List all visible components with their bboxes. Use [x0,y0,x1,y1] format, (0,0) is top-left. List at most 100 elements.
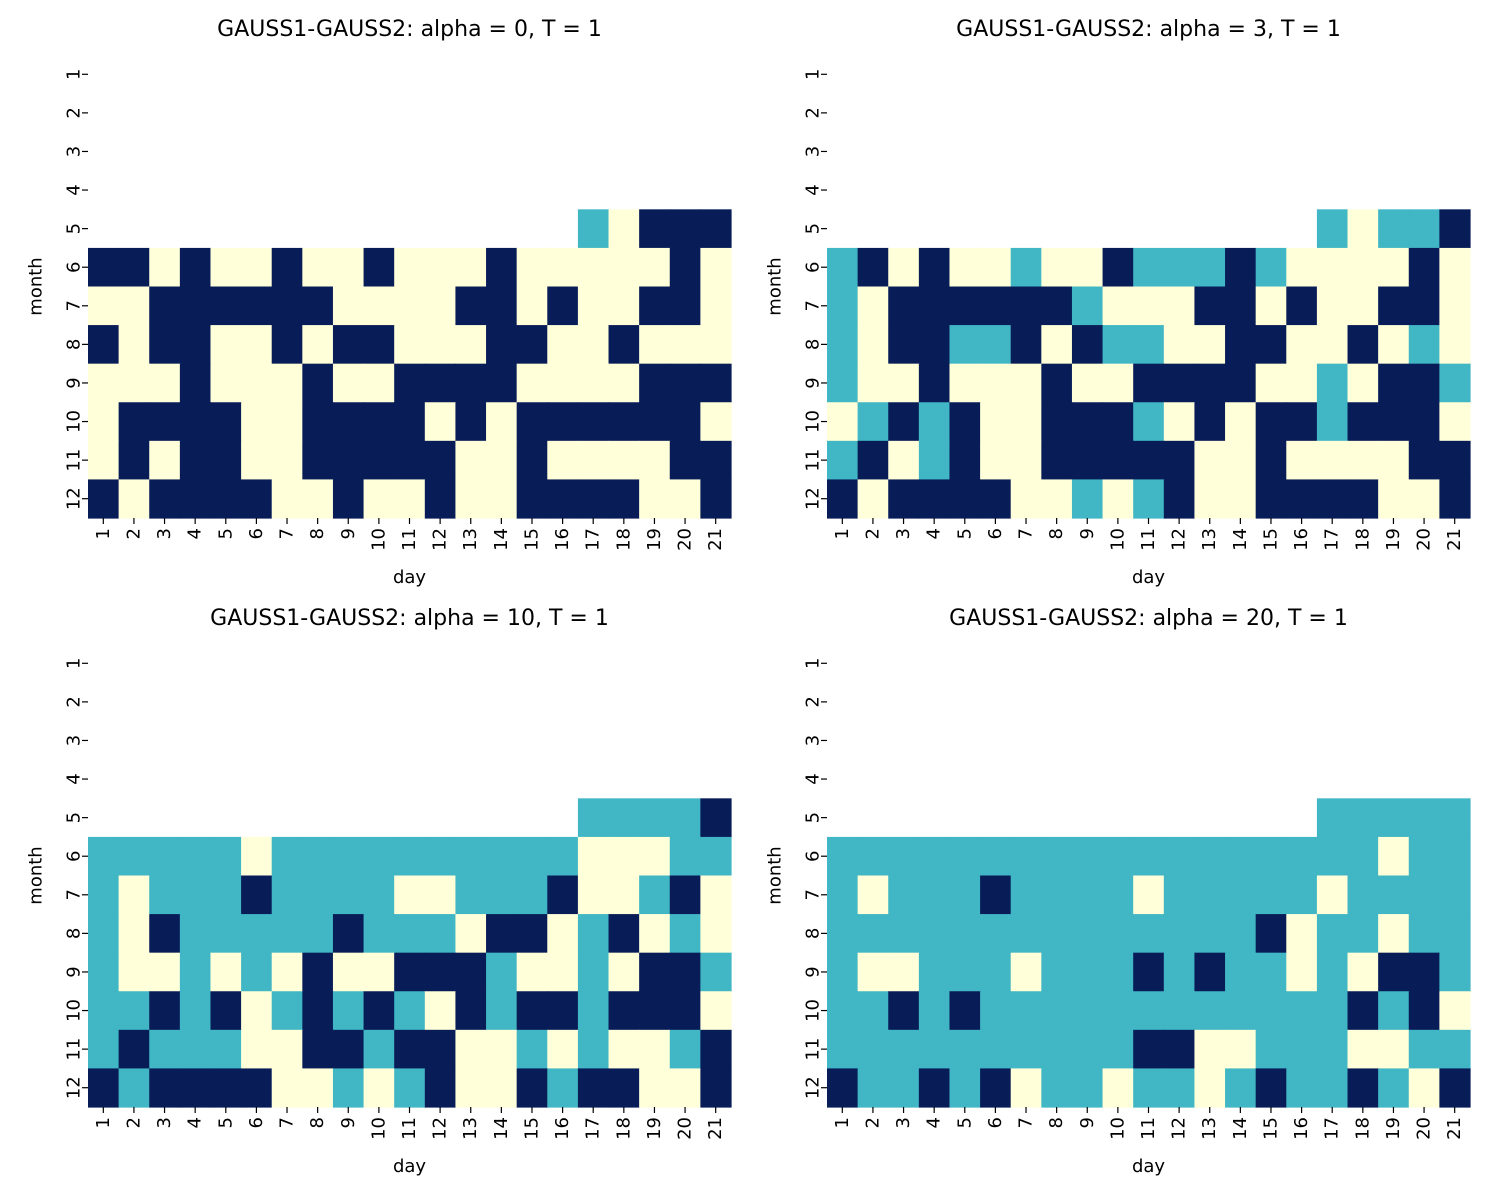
heatmap-cell [1133,914,1165,954]
heatmap-cell [149,479,181,519]
heatmap-cell [1225,363,1257,403]
heatmap-cell [332,875,365,915]
x-tick-label: 20 [675,528,696,551]
heatmap-cell [271,836,303,877]
heatmap-cell [888,440,920,481]
heatmap-cell [210,286,242,326]
heatmap-cell [1408,952,1440,992]
heatmap-cell [1439,209,1471,249]
heatmap-cell [1102,247,1134,288]
y-tick-label: 11 [803,449,824,472]
x-tick-label: 16 [1291,1117,1312,1140]
heatmap-cell [394,325,426,365]
heatmap-cell [700,875,732,915]
heatmap-cell [700,1029,732,1070]
x-tick-label: 3 [154,528,175,539]
heatmap-cell [149,325,181,365]
heatmap-cell [363,1029,395,1070]
heatmap-cell [332,479,365,519]
heatmap-cell [1408,325,1440,365]
heatmap-cell [1071,363,1104,403]
x-tick-label: 5 [954,528,975,539]
heatmap-cell [455,247,487,288]
x-tick-label: 12 [1169,528,1190,551]
heatmap-cell [857,991,889,1031]
heatmap-cell [363,440,395,481]
x-tick-label: 10 [1107,1117,1128,1140]
heatmap-cell [1255,440,1287,481]
heatmap-cell [118,952,150,992]
y-tick-label: 1 [64,69,85,80]
y-tick-label: 9 [64,966,85,977]
heatmap-cell [118,440,150,481]
heatmap-cell [1255,836,1287,877]
x-tick-label: 13 [1199,1117,1220,1140]
heatmap-cell [1255,875,1287,915]
y-tick-label: 1 [64,658,85,669]
heatmap-cell [669,402,701,442]
heatmap-cell [1439,440,1471,481]
heatmap-cell [1041,1068,1073,1108]
heatmap-cell [88,325,120,365]
heatmap-cell [669,875,701,915]
heatmap-cell [1163,875,1196,915]
heatmap-cell [486,247,518,288]
y-tick-label: 1 [803,69,824,80]
heatmap-cell [1133,440,1165,481]
heatmap-cell [827,247,859,288]
heatmap-cell [1408,991,1440,1031]
heatmap-cell [455,991,487,1031]
heatmap-cell [1408,209,1440,249]
heatmap-cell [486,402,518,442]
heatmap-cell [949,286,981,326]
heatmap-cell [639,402,671,442]
heatmap-cell [486,479,518,519]
x-tick-label: 17 [583,1117,604,1140]
heatmap-cell [302,952,334,992]
heatmap-cell [888,402,920,442]
heatmap-cell [241,440,273,481]
heatmap-cell [827,914,859,954]
heatmap-cell [827,440,859,481]
heatmap-cell [1071,440,1104,481]
heatmap-cell [486,875,518,915]
heatmap-cell [486,363,518,403]
heatmap-cell [516,247,548,288]
heatmap-cell [827,875,859,915]
heatmap-cell [271,247,303,288]
y-tick-label: 1 [803,658,824,669]
heatmap-cell [918,363,951,403]
heatmap-cell [118,325,150,365]
heatmap-cell [577,286,610,326]
heatmap-cell [918,875,951,915]
heatmap-cell [1041,479,1073,519]
heatmap-cell [918,402,951,442]
heatmap-cell [1316,209,1349,249]
heatmap-cell [1286,1068,1318,1108]
x-tick-label: 16 [552,528,573,551]
heatmap-cell [486,836,518,877]
x-tick-label: 7 [1016,1117,1037,1128]
heatmap-cell [332,325,365,365]
heatmap-cell [302,479,334,519]
heatmap-cell [241,286,273,326]
x-tick-label: 12 [430,1117,451,1140]
heatmap-cell [1408,875,1440,915]
heatmap-cell [424,247,457,288]
heatmap-cell [1194,440,1226,481]
heatmap-cell [179,1068,212,1108]
heatmap-cell [918,286,951,326]
heatmap-cell [486,1068,518,1108]
heatmap-cell [1071,1068,1104,1108]
heatmap-cell [1439,991,1471,1031]
heatmap-cell [424,836,457,877]
heatmap-cell [302,247,334,288]
x-tick-label: 2 [862,1117,883,1128]
heatmap-cell [700,440,732,481]
heatmap-cell [949,875,981,915]
heatmap-cell [577,209,610,249]
x-tick-label: 19 [1383,528,1404,551]
heatmap-cell [700,479,732,519]
heatmap-cell [1378,363,1410,403]
heatmap-cell [1010,402,1042,442]
